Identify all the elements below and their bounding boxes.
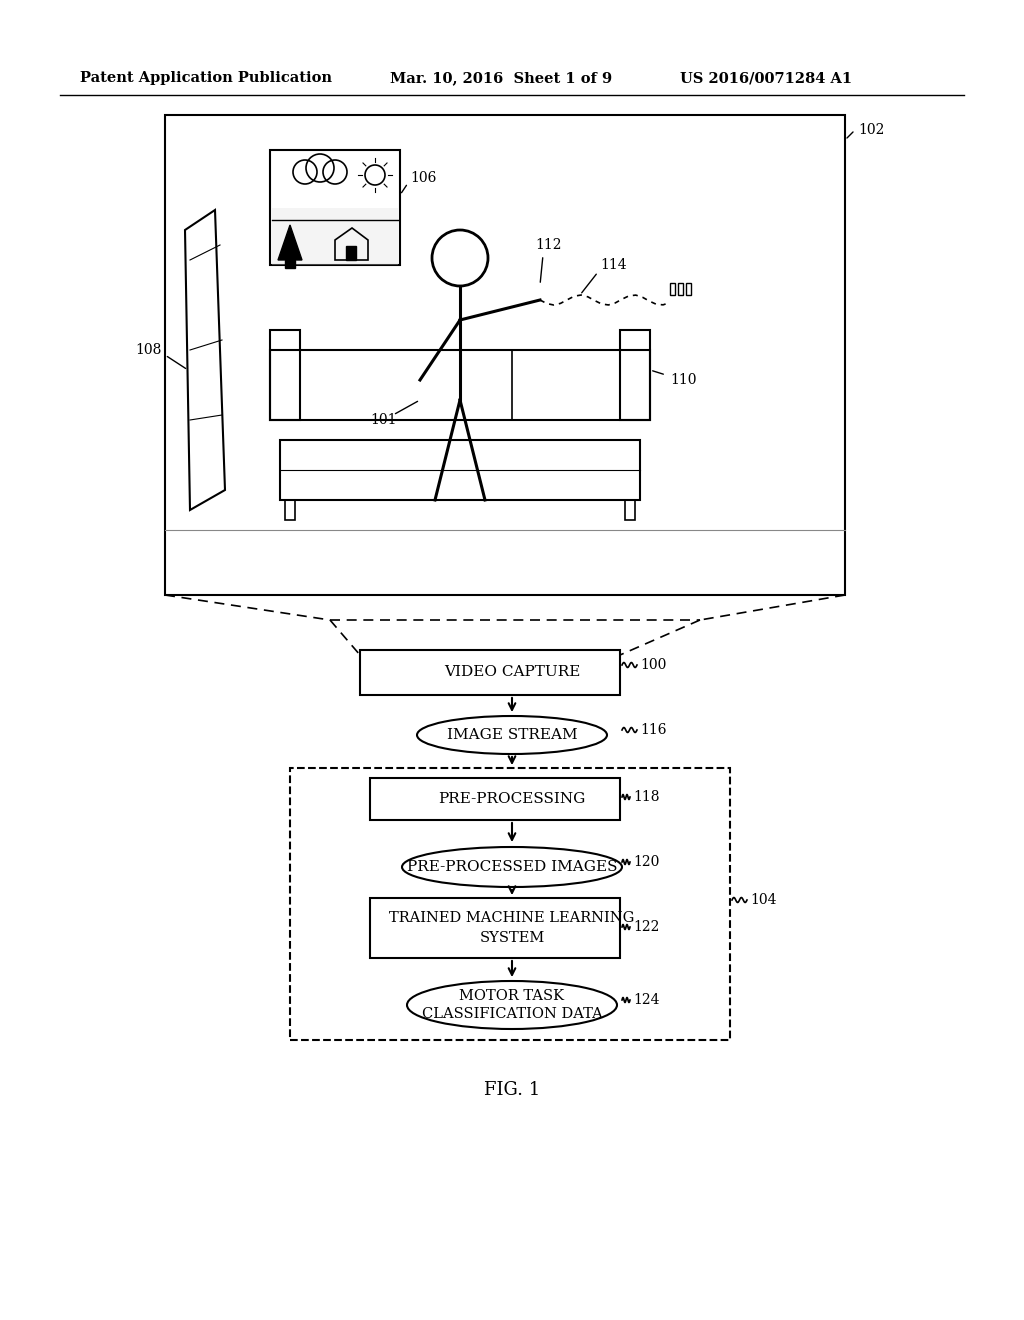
Text: 120: 120: [633, 855, 659, 869]
Text: VIDEO CAPTURE: VIDEO CAPTURE: [443, 665, 581, 678]
Bar: [620, 330, 650, 420]
Text: FIG. 1: FIG. 1: [484, 1081, 540, 1100]
Text: 114: 114: [600, 257, 627, 272]
Text: 112: 112: [535, 238, 561, 252]
Text: 116: 116: [640, 723, 667, 737]
Bar: [370, 777, 620, 820]
Text: 100: 100: [640, 657, 667, 672]
Bar: [360, 649, 620, 696]
Text: PRE-PROCESSED IMAGES: PRE-PROCESSED IMAGES: [407, 861, 617, 874]
Polygon shape: [285, 260, 295, 268]
Text: 108: 108: [135, 343, 162, 356]
Bar: [165, 115, 845, 595]
Text: 122: 122: [633, 920, 659, 935]
Text: 110: 110: [670, 374, 696, 387]
Bar: [670, 282, 675, 294]
Bar: [270, 350, 650, 420]
Bar: [272, 209, 398, 265]
Bar: [270, 150, 400, 265]
Text: 104: 104: [750, 894, 776, 907]
Text: 101: 101: [370, 413, 396, 426]
Bar: [285, 500, 295, 520]
Text: TRAINED MACHINE LEARNING
SYSTEM: TRAINED MACHINE LEARNING SYSTEM: [389, 911, 635, 945]
Text: 118: 118: [633, 789, 659, 804]
Text: 106: 106: [410, 172, 436, 185]
Text: PRE-PROCESSING: PRE-PROCESSING: [438, 792, 586, 807]
Bar: [280, 440, 640, 500]
Bar: [625, 500, 635, 520]
Text: IMAGE STREAM: IMAGE STREAM: [446, 729, 578, 742]
Text: Patent Application Publication: Patent Application Publication: [80, 71, 332, 84]
Bar: [346, 246, 356, 260]
Polygon shape: [278, 224, 302, 260]
Text: 102: 102: [858, 123, 885, 137]
Bar: [678, 282, 683, 294]
Bar: [270, 330, 300, 420]
Bar: [370, 898, 620, 958]
Text: 124: 124: [633, 993, 659, 1007]
Text: US 2016/0071284 A1: US 2016/0071284 A1: [680, 71, 852, 84]
Bar: [686, 282, 691, 294]
Text: Mar. 10, 2016  Sheet 1 of 9: Mar. 10, 2016 Sheet 1 of 9: [390, 71, 612, 84]
Text: MOTOR TASK
CLASSIFICATION DATA: MOTOR TASK CLASSIFICATION DATA: [422, 989, 602, 1022]
